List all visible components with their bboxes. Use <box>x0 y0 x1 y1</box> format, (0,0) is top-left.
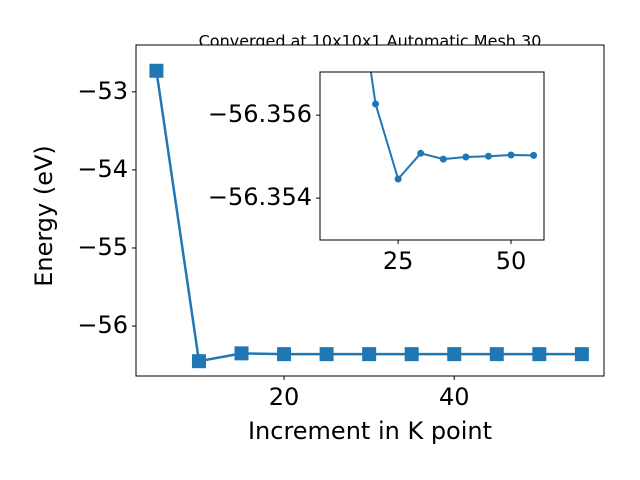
y-tick-label: −53 <box>77 77 128 105</box>
y-axis-label: Energy (eV) <box>30 145 58 287</box>
marker <box>277 347 292 362</box>
axes-frame <box>319 71 545 241</box>
marker <box>574 347 589 362</box>
marker <box>319 347 334 362</box>
marker <box>530 151 538 159</box>
marker <box>191 354 206 369</box>
y-tick-label: −54 <box>77 155 128 183</box>
plot-clip <box>149 63 589 369</box>
marker <box>372 100 380 108</box>
x-tick-label: 25 <box>383 247 414 275</box>
y-tick-label: −55 <box>77 233 128 261</box>
marker <box>532 347 547 362</box>
marker <box>447 347 462 362</box>
marker <box>149 63 164 78</box>
marker <box>462 153 470 161</box>
marker <box>234 346 249 361</box>
marker <box>394 175 402 183</box>
y-tick-label: −56 <box>77 311 128 339</box>
x-tick-label: 50 <box>496 247 527 275</box>
marker <box>417 149 425 157</box>
marker <box>484 152 492 160</box>
y-tick-label: −56.356 <box>208 100 312 128</box>
x-tick-label: 40 <box>439 383 470 411</box>
marker <box>489 347 504 362</box>
x-tick-label: 20 <box>269 383 300 411</box>
marker <box>439 155 447 163</box>
axes-frame <box>135 44 605 377</box>
marker <box>362 347 377 362</box>
marker <box>404 347 419 362</box>
marker <box>507 151 515 159</box>
plot-clip <box>369 72 538 183</box>
x-axis-label: Increment in K point <box>248 417 492 445</box>
y-tick-label: −56.354 <box>208 183 312 211</box>
